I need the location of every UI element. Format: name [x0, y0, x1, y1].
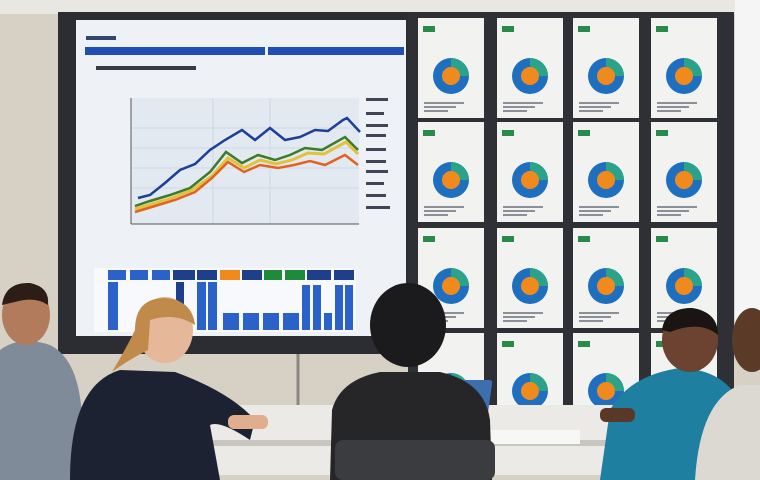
- line-series-orange: [134, 153, 359, 214]
- legend-text-lines: [366, 98, 390, 209]
- person-center-back: [330, 283, 495, 480]
- screen-header-bar-right: [268, 47, 404, 55]
- ceiling: [0, 0, 760, 14]
- screen-header-bar-left: [85, 47, 265, 55]
- bar-chart: [94, 268, 356, 332]
- papers: [490, 430, 580, 444]
- window: [735, 0, 760, 330]
- pie-chart-card: [418, 122, 484, 222]
- pie-chart-card: [573, 18, 639, 118]
- pie-chart-card: [497, 18, 563, 118]
- pie-chart-card: [651, 18, 717, 118]
- pie-chart-card: [497, 228, 563, 328]
- line-series-green: [134, 135, 359, 208]
- pie-chart-card: [651, 122, 717, 222]
- pie-chart-card: [573, 228, 639, 328]
- person-left-man: [0, 282, 85, 480]
- line-series-yellow: [134, 140, 360, 211]
- projection-screen: [58, 12, 410, 354]
- person-far-right: [695, 308, 760, 480]
- person-woman: [70, 297, 268, 480]
- pie-chart-card: [497, 122, 563, 222]
- line-series-blue: [137, 116, 361, 200]
- pie-chart-card: [418, 18, 484, 118]
- pie-chart-card: [573, 122, 639, 222]
- chair: [335, 440, 495, 480]
